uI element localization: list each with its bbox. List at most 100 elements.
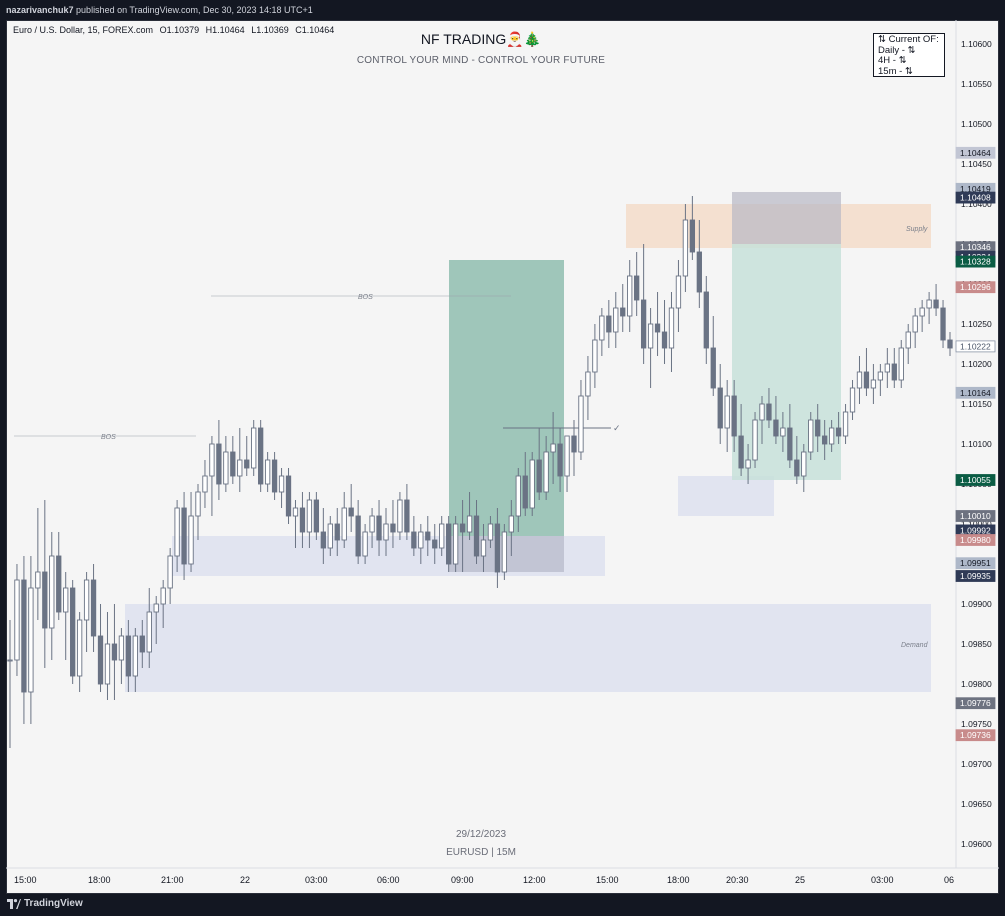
candle-bearish[interactable] bbox=[355, 515, 361, 557]
candle-bullish[interactable] bbox=[926, 299, 932, 309]
price-badge[interactable] bbox=[955, 510, 996, 522]
candle-bullish[interactable] bbox=[550, 443, 556, 453]
candle-bearish[interactable] bbox=[940, 307, 946, 341]
candle-bearish[interactable] bbox=[731, 395, 737, 437]
candle-bullish[interactable] bbox=[167, 555, 173, 589]
candle-bearish[interactable] bbox=[863, 371, 870, 389]
candle-bearish[interactable] bbox=[125, 635, 132, 677]
candle-bearish[interactable] bbox=[717, 387, 723, 429]
candle-bearish[interactable] bbox=[473, 515, 480, 557]
candle-bullish[interactable] bbox=[780, 427, 786, 437]
candle-bearish[interactable] bbox=[90, 579, 97, 637]
candle-bearish[interactable] bbox=[536, 459, 542, 493]
candle-bullish[interactable] bbox=[83, 579, 90, 621]
candle-bullish[interactable] bbox=[452, 523, 459, 565]
candle-bearish[interactable] bbox=[891, 363, 897, 381]
candle-bearish[interactable] bbox=[710, 347, 716, 389]
candle-bearish[interactable] bbox=[404, 499, 410, 533]
candle-bullish[interactable] bbox=[160, 587, 166, 605]
candle-bullish[interactable] bbox=[104, 643, 111, 685]
candle-bullish[interactable] bbox=[501, 531, 508, 573]
candle-bullish[interactable] bbox=[898, 347, 904, 381]
candle-bearish[interactable] bbox=[181, 507, 187, 565]
candle-bullish[interactable] bbox=[801, 451, 807, 477]
chart-annotation-subtitle[interactable]: CONTROL YOUR MIND - CONTROL YOUR FUTURE bbox=[356, 55, 606, 66]
candle-bullish[interactable] bbox=[884, 363, 890, 373]
candle-bearish[interactable] bbox=[285, 475, 292, 517]
candle-bullish[interactable] bbox=[515, 475, 521, 517]
candle-bearish[interactable] bbox=[111, 643, 118, 661]
candle-bearish[interactable] bbox=[766, 403, 772, 421]
candle-bullish[interactable] bbox=[146, 611, 152, 653]
candle-bullish[interactable] bbox=[808, 419, 814, 453]
candle-bullish[interactable] bbox=[264, 459, 271, 485]
candle-bearish[interactable] bbox=[376, 515, 382, 541]
candle-bearish[interactable] bbox=[571, 435, 577, 453]
candle-bullish[interactable] bbox=[480, 539, 487, 557]
candle-bullish[interactable] bbox=[905, 331, 911, 349]
candle-bearish[interactable] bbox=[773, 419, 779, 437]
candle-bullish[interactable] bbox=[278, 475, 285, 493]
candle-bearish[interactable] bbox=[557, 443, 563, 477]
candle-bullish[interactable] bbox=[647, 323, 654, 349]
candle-bullish[interactable] bbox=[209, 443, 215, 477]
candle-bullish[interactable] bbox=[327, 523, 333, 549]
candle-bearish[interactable] bbox=[947, 339, 953, 349]
candle-bullish[interactable] bbox=[63, 587, 69, 613]
candle-bearish[interactable] bbox=[494, 523, 501, 573]
candle-bullish[interactable] bbox=[292, 507, 299, 517]
price-badge[interactable] bbox=[955, 729, 996, 742]
candle-bullish[interactable] bbox=[745, 459, 751, 469]
candle-bearish[interactable] bbox=[271, 459, 278, 493]
candle-bullish[interactable] bbox=[397, 499, 403, 533]
candle-bullish[interactable] bbox=[202, 475, 208, 493]
candle-bearish[interactable] bbox=[822, 435, 828, 445]
candle-bullish[interactable] bbox=[237, 459, 243, 477]
long-position-stop-zone-2[interactable] bbox=[732, 192, 841, 244]
price-badge[interactable] bbox=[955, 191, 996, 204]
candle-bullish[interactable] bbox=[195, 491, 201, 517]
long-position-profit-zone[interactable] bbox=[449, 260, 564, 536]
candle-bearish[interactable] bbox=[606, 315, 612, 333]
price-badge[interactable] bbox=[955, 340, 996, 353]
candle-bearish[interactable] bbox=[97, 635, 104, 685]
candle-bearish[interactable] bbox=[411, 531, 417, 549]
candle-bearish[interactable] bbox=[258, 427, 264, 485]
candle-bearish[interactable] bbox=[815, 419, 821, 437]
candle-bullish[interactable] bbox=[564, 435, 570, 477]
candle-bearish[interactable] bbox=[216, 443, 222, 485]
candle-bullish[interactable] bbox=[675, 275, 682, 309]
candle-bearish[interactable] bbox=[661, 331, 668, 349]
price-badge[interactable] bbox=[955, 255, 996, 268]
candle-bullish[interactable] bbox=[759, 403, 765, 421]
candle-bullish[interactable] bbox=[613, 307, 619, 333]
candle-bearish[interactable] bbox=[320, 531, 326, 549]
candle-bearish[interactable] bbox=[738, 435, 744, 469]
candle-bullish[interactable] bbox=[487, 523, 494, 541]
order-flow-box[interactable]: ⇅ Current OF: Daily - ⇅ 4H - ⇅ 15m - ⇅ bbox=[873, 33, 945, 77]
candle-bullish[interactable] bbox=[118, 635, 125, 661]
candle-bullish[interactable] bbox=[828, 427, 835, 445]
candle-bearish[interactable] bbox=[640, 299, 647, 349]
candle-bearish[interactable] bbox=[634, 275, 640, 301]
candle-bearish[interactable] bbox=[696, 251, 702, 293]
candle-bullish[interactable] bbox=[132, 635, 138, 677]
candle-bullish[interactable] bbox=[35, 571, 41, 589]
candle-bullish[interactable] bbox=[14, 579, 20, 661]
candlestick-chart[interactable]: BOS BOS ✓ Supply Demand 1.10600 1.10550 1.10500… bbox=[6, 20, 999, 894]
candle-bullish[interactable] bbox=[341, 507, 347, 541]
brand-name[interactable]: TradingView bbox=[24, 898, 83, 909]
candle-bearish[interactable] bbox=[446, 523, 452, 565]
candle-bullish[interactable] bbox=[919, 307, 925, 317]
candle-bearish[interactable] bbox=[432, 539, 438, 549]
candle-bullish[interactable] bbox=[362, 531, 368, 557]
candle-bullish[interactable] bbox=[28, 587, 34, 693]
candle-bearish[interactable] bbox=[933, 299, 939, 309]
candle-bullish[interactable] bbox=[912, 315, 918, 333]
price-badge[interactable] bbox=[955, 697, 996, 710]
candle-bearish[interactable] bbox=[689, 219, 696, 253]
candle-bearish[interactable] bbox=[390, 523, 396, 533]
candle-bullish[interactable] bbox=[223, 451, 229, 485]
candle-bullish[interactable] bbox=[592, 339, 598, 373]
candle-bearish[interactable] bbox=[230, 451, 236, 477]
